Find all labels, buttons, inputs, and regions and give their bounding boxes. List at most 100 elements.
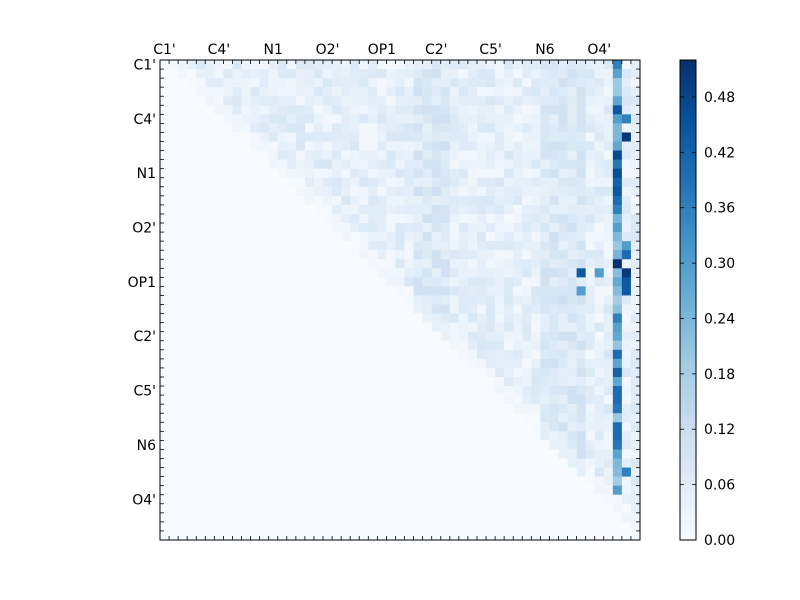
heatmap-cell — [277, 150, 288, 161]
heatmap-cell — [522, 250, 532, 260]
heatmap-cell — [549, 467, 559, 478]
heatmap-cell — [531, 494, 541, 505]
heatmap-cell — [178, 494, 188, 505]
heatmap-cell — [377, 395, 387, 405]
heatmap-cell — [395, 485, 405, 496]
heatmap-cell — [522, 69, 532, 79]
heatmap-cell — [259, 132, 270, 142]
heatmap-cell — [232, 132, 242, 142]
heatmap-cell — [395, 141, 405, 151]
heatmap-cell — [449, 440, 460, 450]
heatmap-cell — [196, 223, 206, 233]
heatmap-cell — [214, 503, 224, 514]
heatmap-cell — [567, 123, 578, 133]
heatmap-cell — [377, 277, 387, 287]
heatmap-cell — [259, 250, 270, 260]
heatmap-cell — [495, 213, 505, 224]
heatmap-cell — [277, 413, 288, 423]
heatmap-cell — [286, 168, 297, 179]
heatmap-cell — [531, 349, 541, 360]
heatmap-cell — [585, 277, 596, 287]
heatmap-cell — [196, 340, 206, 351]
heatmap-cell — [449, 186, 460, 197]
heatmap-cell — [323, 78, 333, 88]
heatmap-cell — [549, 286, 559, 296]
heatmap-cell — [178, 313, 188, 324]
heatmap-cell — [295, 186, 306, 197]
heatmap-cell — [395, 123, 405, 133]
heatmap-cell — [449, 141, 460, 151]
heatmap-cell — [386, 114, 396, 124]
heatmap-cell — [504, 177, 514, 188]
heatmap-cell — [594, 340, 605, 351]
heatmap-cell — [368, 259, 378, 269]
heatmap-cell — [304, 503, 315, 514]
heatmap-cell — [332, 213, 342, 224]
heatmap-cell — [531, 186, 541, 197]
heatmap-cell — [576, 132, 587, 142]
heatmap-cell — [268, 440, 279, 450]
heatmap-cell — [368, 449, 378, 459]
heatmap-cell — [630, 440, 641, 450]
heatmap-cell — [359, 476, 369, 487]
heatmap-cell — [504, 295, 514, 305]
heatmap-cell — [495, 485, 505, 496]
heatmap-cell — [160, 304, 170, 314]
heatmap-cell — [341, 114, 351, 124]
heatmap-cell — [449, 313, 460, 324]
heatmap-cell — [630, 159, 641, 170]
heatmap-cell — [196, 150, 206, 161]
heatmap-cell — [576, 259, 587, 269]
heatmap-cell — [286, 213, 297, 224]
heatmap-cell — [205, 467, 215, 478]
heatmap-cell — [440, 431, 451, 441]
heatmap-cell — [386, 449, 396, 459]
heatmap-cell — [250, 87, 261, 97]
heatmap-cell — [368, 440, 378, 450]
heatmap-cell — [359, 349, 369, 360]
heatmap-cell — [413, 322, 424, 333]
heatmap-cell — [286, 413, 297, 423]
heatmap-cell — [178, 322, 188, 333]
heatmap-cell — [332, 467, 342, 478]
heatmap-cell — [277, 123, 288, 133]
heatmap-cell — [196, 521, 206, 532]
heatmap-cell — [513, 431, 523, 441]
heatmap-cell — [504, 331, 514, 342]
heatmap-cell — [404, 186, 414, 197]
heatmap-cell — [476, 331, 487, 342]
heatmap-cell — [495, 494, 505, 505]
heatmap-cell — [359, 286, 369, 296]
heatmap-cell — [621, 150, 632, 161]
heatmap-cell — [332, 223, 342, 233]
heatmap-cell — [467, 467, 478, 478]
heatmap-cell — [169, 259, 179, 269]
heatmap-cell — [232, 530, 242, 541]
heatmap-cell — [359, 440, 369, 450]
heatmap-cell — [440, 60, 451, 70]
heatmap-cell — [522, 168, 532, 179]
heatmap-cell — [350, 449, 360, 459]
heatmap-cell — [350, 159, 360, 170]
heatmap-cell — [187, 223, 197, 233]
heatmap-cell — [458, 159, 469, 170]
heatmap-cell — [178, 458, 188, 468]
heatmap-cell — [304, 213, 315, 224]
heatmap-cell — [313, 431, 324, 441]
heatmap-cell — [495, 241, 505, 251]
heatmap-cell — [576, 367, 587, 378]
heatmap-cell — [540, 476, 550, 487]
heatmap-cell — [486, 150, 496, 161]
heatmap-cell — [304, 413, 315, 423]
heatmap-cell — [323, 367, 333, 378]
heatmap-cell — [241, 367, 251, 378]
heatmap-cell — [522, 295, 532, 305]
heatmap-cell — [368, 69, 378, 79]
heatmap-cell — [495, 503, 505, 514]
heatmap-cell — [558, 150, 568, 161]
heatmap-cell — [621, 358, 632, 369]
heatmap-cell — [440, 96, 451, 106]
heatmap-cell — [359, 204, 369, 215]
heatmap-cell — [504, 286, 514, 296]
heatmap-cell — [359, 304, 369, 314]
